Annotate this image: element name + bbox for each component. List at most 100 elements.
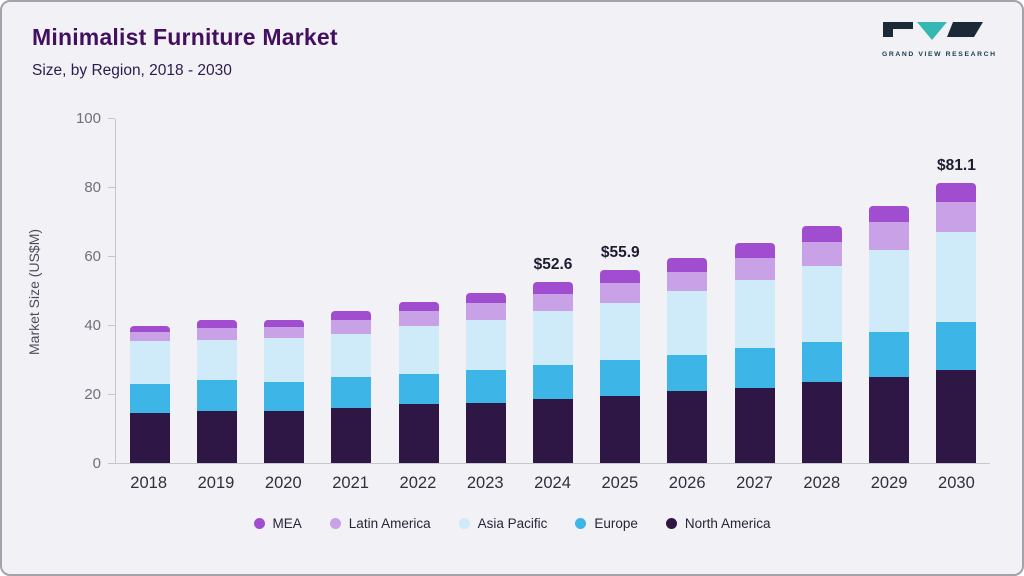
legend-item-europe: Europe: [575, 516, 638, 531]
page-subtitle: Size, by Region, 2018 - 2030: [32, 62, 232, 79]
segment-2029-latin-america: [869, 222, 910, 250]
x-tick-label-2021: 2021: [332, 474, 369, 492]
segment-2026-mea: [667, 258, 708, 272]
bar-slot-2019: [183, 119, 250, 463]
x-tick-label-2022: 2022: [399, 474, 437, 492]
bar-2019: [196, 319, 237, 463]
legend-item-latin-america: Latin America: [329, 516, 431, 531]
bar-2024: [533, 281, 574, 463]
legend-label: Europe: [594, 516, 638, 531]
x-tick-label-2030: 2030: [938, 474, 975, 492]
segment-2030-europe: [936, 322, 977, 370]
bar-2025: [600, 270, 641, 463]
bar-2026: [667, 258, 708, 463]
segment-2023-mea: [465, 292, 506, 303]
bar-slot-2021: [318, 119, 385, 463]
segment-2020-mea: [264, 319, 305, 328]
segment-2023-asia-pacific: [465, 319, 506, 370]
segment-2021-asia-pacific: [331, 333, 372, 378]
x-tick-label-2020: 2020: [264, 474, 302, 492]
y-tick-mark: [108, 256, 115, 257]
segment-2024-mea: [533, 281, 574, 294]
segment-2023-north-america: [465, 402, 506, 463]
segment-2022-europe: [398, 374, 439, 405]
segment-2027-latin-america: [734, 257, 775, 281]
segment-2025-latin-america: [600, 282, 641, 303]
bar-2028: [801, 225, 842, 463]
segment-2024-north-america: [533, 399, 574, 463]
segment-2024-asia-pacific: [533, 311, 574, 366]
segment-2020-north-america: [264, 411, 305, 463]
segment-2027-europe: [734, 348, 775, 388]
segment-2022-asia-pacific: [398, 325, 439, 374]
segment-2025-north-america: [600, 395, 641, 463]
page-title: Minimalist Furniture Market: [32, 24, 338, 50]
bar-slot-2018: [116, 119, 183, 463]
segment-2030-mea: [936, 183, 977, 202]
y-tick-mark: [108, 187, 115, 188]
legend: MEA Latin America Asia Pacific Europe North …: [2, 516, 1022, 531]
bar-2018: [129, 326, 170, 463]
segment-2029-europe: [869, 331, 910, 377]
y-axis-title: Market Size (US$M): [26, 228, 42, 355]
legend-item-north-america: North America: [665, 516, 770, 531]
segment-2021-mea: [331, 311, 372, 320]
stacked-bars: $52.6 $55.9 $81.1: [116, 119, 990, 463]
segment-2021-north-america: [331, 407, 372, 463]
x-tick-label-2019: 2019: [197, 474, 235, 492]
bar-2030: [936, 183, 977, 463]
segment-2028-mea: [801, 225, 842, 243]
legend-marker-icon: [253, 518, 265, 529]
bar-2029: [869, 205, 910, 463]
segment-2026-latin-america: [667, 271, 708, 292]
segment-2019-latin-america: [196, 328, 237, 340]
segment-2024-latin-america: [533, 293, 574, 312]
plot-area: $52.6 $55.9 $81.1: [115, 119, 990, 464]
bar-slot-2030: $81.1: [923, 119, 990, 463]
segment-2022-north-america: [398, 404, 439, 463]
segment-2025-mea: [600, 270, 641, 283]
segment-2022-latin-america: [398, 311, 439, 326]
y-tick-label-100: 100: [75, 110, 101, 127]
y-tick-mark: [108, 325, 115, 326]
segment-2027-mea: [734, 242, 775, 258]
legend-label: Asia Pacific: [477, 516, 548, 531]
segment-2019-north-america: [196, 411, 237, 463]
legend-item-asia-pacific: Asia Pacific: [458, 516, 548, 531]
bar-2020: [264, 319, 305, 463]
segment-2021-latin-america: [331, 319, 372, 334]
segment-2026-europe: [667, 355, 708, 392]
x-axis: 2018 2019 2020 2021 2022 2023 2024 2025 2026 2027…: [115, 474, 990, 493]
segment-2029-north-america: [869, 376, 910, 463]
y-tick-mark: [108, 118, 115, 119]
segment-2030-asia-pacific: [936, 231, 977, 323]
segment-2019-mea: [196, 319, 237, 329]
segment-2025-europe: [600, 360, 641, 396]
segment-2027-north-america: [734, 387, 775, 463]
segment-2028-asia-pacific: [801, 266, 842, 342]
y-tick-label-20: 20: [84, 386, 101, 403]
legend-marker-icon: [575, 518, 587, 529]
value-label-2030: $81.1: [937, 157, 976, 175]
y-axis: 0 20 40 60 80 100: [57, 110, 115, 472]
segment-2028-north-america: [801, 381, 842, 463]
bar-slot-2024: $52.6: [519, 119, 586, 463]
y-tick-mark: [108, 463, 115, 464]
segment-2028-latin-america: [801, 242, 842, 267]
x-tick-label-2026: 2026: [668, 474, 706, 492]
segment-2030-north-america: [936, 369, 977, 463]
segment-2023-europe: [465, 369, 506, 403]
y-tick-label-40: 40: [84, 317, 101, 334]
segment-2018-asia-pacific: [129, 340, 170, 384]
segment-2030-latin-america: [936, 201, 977, 232]
legend-marker-icon: [665, 518, 677, 529]
value-label-2025: $55.9: [600, 244, 640, 262]
bar-slot-2022: [385, 119, 452, 463]
logo-text: GRAND VIEW RESEARCH: [882, 51, 997, 58]
segment-2019-asia-pacific: [196, 339, 237, 381]
chart-header: Minimalist Furniture Market Size, by Reg…: [32, 24, 338, 80]
value-label-2024: $52.6: [533, 255, 573, 273]
bar-slot-2027: [721, 119, 788, 463]
x-tick-label-2024: 2024: [534, 474, 571, 492]
